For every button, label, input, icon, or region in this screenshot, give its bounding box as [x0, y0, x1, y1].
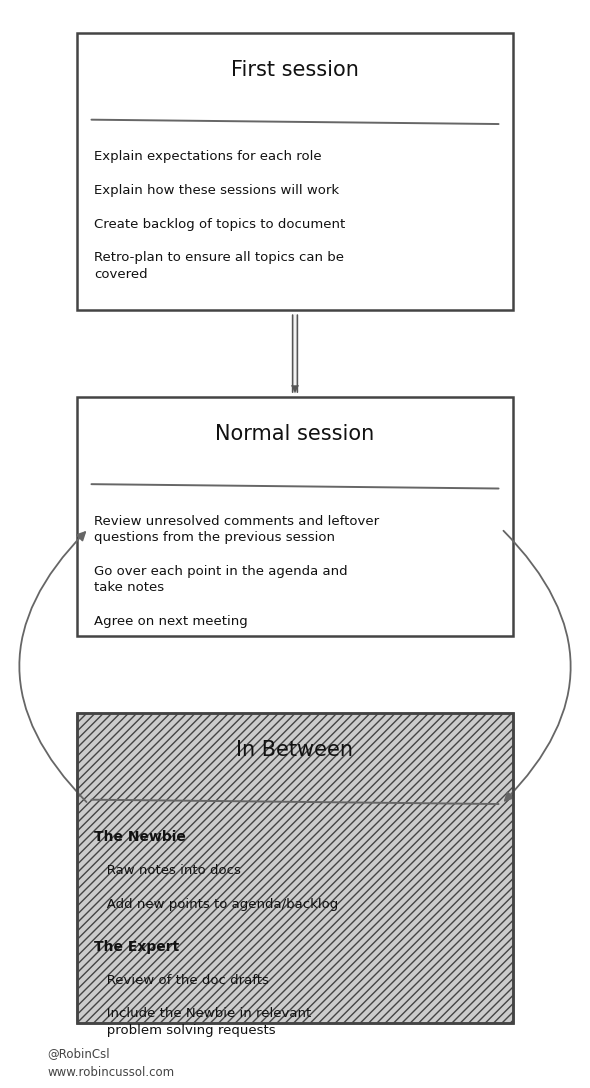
- Bar: [77, 713, 513, 1023]
- Text: The Expert: The Expert: [94, 940, 179, 954]
- Text: Review of the doc drafts: Review of the doc drafts: [94, 974, 269, 987]
- Text: The Newbie: The Newbie: [94, 830, 186, 844]
- Text: covered: covered: [94, 268, 148, 281]
- Text: questions from the previous session: questions from the previous session: [94, 531, 335, 544]
- Text: Normal session: Normal session: [215, 424, 375, 444]
- Text: Go over each point in the agenda and: Go over each point in the agenda and: [94, 565, 348, 578]
- Text: Raw notes into docs: Raw notes into docs: [94, 864, 241, 877]
- Text: Explain how these sessions will work: Explain how these sessions will work: [94, 184, 339, 197]
- Text: Explain expectations for each role: Explain expectations for each role: [94, 150, 322, 163]
- Text: In Between: In Between: [237, 740, 353, 759]
- Text: Retro-plan to ensure all topics can be: Retro-plan to ensure all topics can be: [94, 251, 345, 264]
- Text: take notes: take notes: [94, 581, 165, 594]
- Bar: [77, 33, 513, 310]
- Bar: [77, 713, 513, 1023]
- Text: www.robincussol.com: www.robincussol.com: [47, 1066, 174, 1079]
- Text: Create backlog of topics to document: Create backlog of topics to document: [94, 218, 346, 231]
- Text: Add new points to agenda/backlog: Add new points to agenda/backlog: [94, 898, 339, 911]
- Bar: [77, 713, 513, 1023]
- Text: problem solving requests: problem solving requests: [94, 1024, 276, 1037]
- Bar: [77, 397, 513, 636]
- Text: Agree on next meeting: Agree on next meeting: [94, 615, 248, 628]
- Text: Review unresolved comments and leftover: Review unresolved comments and leftover: [94, 515, 379, 528]
- Text: @RobinCsl: @RobinCsl: [47, 1047, 110, 1060]
- Text: Include the Newbie in relevant: Include the Newbie in relevant: [94, 1007, 312, 1021]
- Text: First session: First session: [231, 60, 359, 79]
